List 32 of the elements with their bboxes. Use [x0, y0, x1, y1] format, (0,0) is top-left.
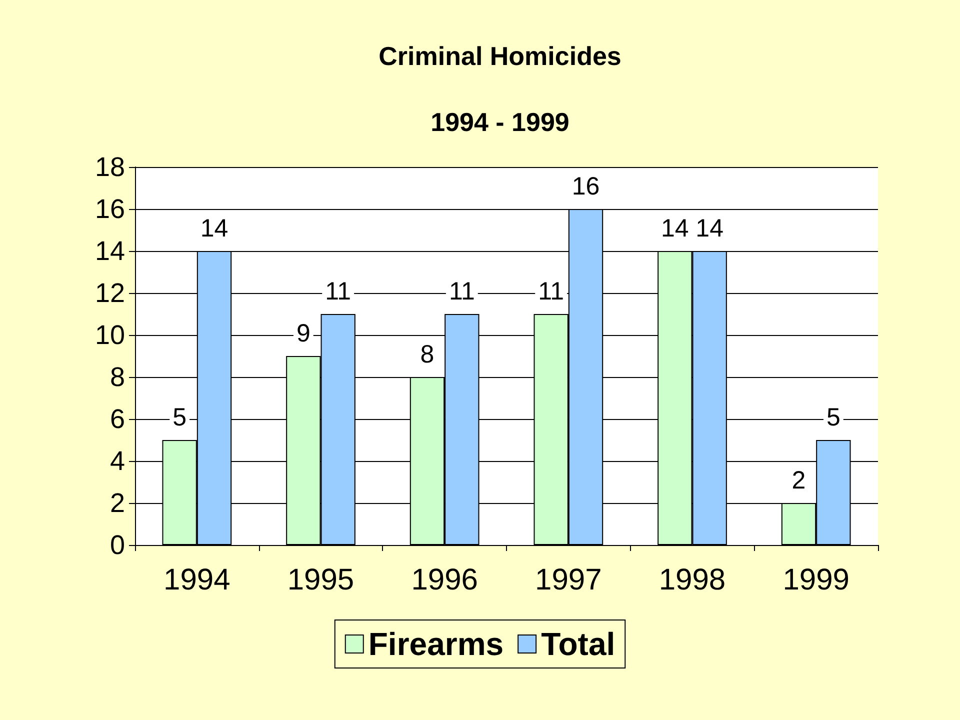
x-tick-label: 1999 [782, 564, 850, 596]
y-tick-label: 18 [94, 152, 125, 182]
y-tick-label: 8 [110, 362, 125, 392]
data-label: 8 [420, 340, 434, 368]
data-label: 5 [826, 404, 840, 432]
y-tick-label: 0 [110, 530, 125, 560]
data-label: 2 [792, 466, 806, 494]
y-tick-label: 12 [94, 278, 125, 308]
x-tick-label: 1996 [411, 564, 478, 596]
x-tick-label: 1995 [287, 564, 354, 596]
y-tick-label: 6 [110, 404, 125, 434]
data-label: 11 [325, 278, 352, 306]
data-label: 9 [296, 320, 310, 348]
data-label: 11 [448, 278, 475, 306]
data-label: 11 [538, 278, 564, 306]
data-label: 5 [172, 404, 187, 432]
chart-title: Criminal Homicides [378, 41, 622, 71]
data-label: 14 [661, 214, 689, 242]
y-tick-label: 14 [94, 236, 125, 266]
data-label: 14 [200, 214, 228, 242]
x-tick-label: 1998 [658, 564, 726, 596]
chart-subtitle: 1994 - 1999 [430, 107, 570, 137]
x-tick-label: 1997 [535, 564, 602, 596]
legend-label: Firearms [368, 626, 504, 662]
x-tick-label: 1994 [164, 564, 230, 596]
data-label: 16 [572, 172, 600, 200]
y-tick-label: 2 [110, 488, 125, 518]
legend-label: Total [541, 626, 616, 662]
y-tick-label: 10 [94, 320, 125, 350]
y-tick-label: 16 [94, 194, 125, 224]
data-label: 14 [696, 214, 724, 242]
y-tick-label: 4 [110, 446, 125, 476]
